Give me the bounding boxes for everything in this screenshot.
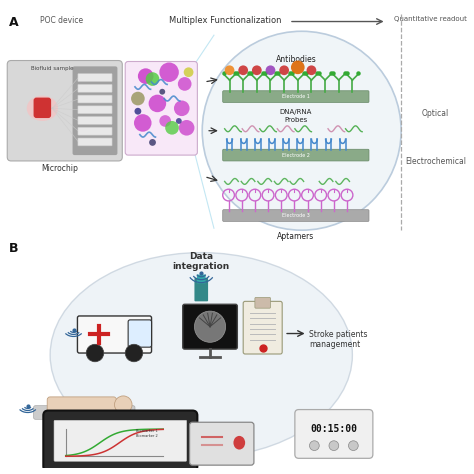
Text: Electrochemical: Electrochemical (405, 157, 466, 166)
FancyBboxPatch shape (223, 91, 369, 102)
FancyBboxPatch shape (78, 128, 112, 135)
Circle shape (238, 65, 248, 75)
Circle shape (329, 441, 339, 450)
Circle shape (176, 118, 182, 124)
FancyBboxPatch shape (125, 62, 197, 155)
Circle shape (131, 92, 145, 105)
FancyBboxPatch shape (47, 397, 117, 413)
Text: Electrode 2: Electrode 2 (282, 153, 310, 157)
FancyBboxPatch shape (77, 316, 152, 353)
FancyBboxPatch shape (183, 304, 237, 349)
Circle shape (174, 100, 190, 116)
Text: 00:15:00: 00:15:00 (310, 424, 357, 434)
Circle shape (178, 77, 191, 91)
Circle shape (86, 344, 104, 362)
Circle shape (202, 31, 401, 230)
FancyBboxPatch shape (43, 410, 197, 471)
Circle shape (165, 121, 179, 135)
Text: Microchip: Microchip (41, 164, 78, 173)
FancyBboxPatch shape (73, 66, 118, 155)
Circle shape (149, 95, 166, 112)
Circle shape (310, 441, 319, 450)
Circle shape (291, 61, 305, 74)
Text: Electrode 1: Electrode 1 (282, 94, 310, 99)
Circle shape (134, 114, 152, 132)
Ellipse shape (233, 436, 245, 449)
FancyBboxPatch shape (78, 106, 112, 114)
Text: Biofluid sample: Biofluid sample (31, 66, 73, 72)
FancyBboxPatch shape (223, 149, 369, 161)
Text: Stroke patients
management: Stroke patients management (310, 329, 368, 349)
Text: Quantitative readout: Quantitative readout (394, 16, 467, 22)
FancyBboxPatch shape (78, 84, 112, 92)
Text: DNA/RNA
Probes: DNA/RNA Probes (280, 109, 312, 123)
FancyBboxPatch shape (7, 61, 122, 161)
FancyBboxPatch shape (190, 422, 254, 465)
Text: Data
integration: Data integration (173, 252, 230, 271)
FancyBboxPatch shape (223, 210, 369, 221)
Circle shape (265, 65, 275, 75)
FancyBboxPatch shape (54, 420, 187, 461)
Circle shape (184, 67, 193, 77)
Circle shape (138, 68, 154, 84)
Circle shape (194, 311, 226, 342)
FancyBboxPatch shape (78, 95, 112, 103)
Ellipse shape (50, 253, 352, 457)
Circle shape (125, 344, 143, 362)
Ellipse shape (27, 96, 58, 121)
Text: Antibodies: Antibodies (275, 55, 316, 64)
FancyBboxPatch shape (243, 301, 282, 354)
Text: Aptamers: Aptamers (277, 232, 314, 241)
Circle shape (225, 65, 235, 75)
Circle shape (348, 441, 358, 450)
Circle shape (135, 108, 141, 115)
Text: Optical: Optical (422, 109, 449, 118)
Circle shape (149, 139, 156, 146)
Circle shape (159, 89, 165, 95)
Circle shape (252, 65, 262, 75)
Circle shape (159, 115, 171, 127)
FancyBboxPatch shape (194, 278, 208, 301)
FancyBboxPatch shape (34, 406, 135, 419)
FancyBboxPatch shape (197, 274, 206, 283)
Circle shape (159, 63, 179, 82)
FancyBboxPatch shape (78, 73, 112, 82)
Circle shape (146, 72, 159, 86)
Text: POC device: POC device (40, 16, 83, 25)
FancyBboxPatch shape (78, 138, 112, 146)
FancyBboxPatch shape (78, 117, 112, 124)
Circle shape (115, 396, 132, 413)
FancyBboxPatch shape (295, 410, 373, 458)
Text: B: B (9, 242, 18, 255)
Text: A: A (9, 16, 19, 28)
Text: Multiplex Functionalization: Multiplex Functionalization (169, 16, 282, 25)
Circle shape (279, 65, 289, 75)
Text: Electrode 3: Electrode 3 (282, 213, 310, 218)
FancyBboxPatch shape (34, 98, 51, 118)
Circle shape (179, 120, 194, 136)
Circle shape (307, 65, 316, 75)
FancyBboxPatch shape (128, 320, 152, 347)
FancyBboxPatch shape (255, 298, 271, 308)
Text: Biomarker 1
Biomarker 2: Biomarker 1 Biomarker 2 (136, 429, 158, 438)
